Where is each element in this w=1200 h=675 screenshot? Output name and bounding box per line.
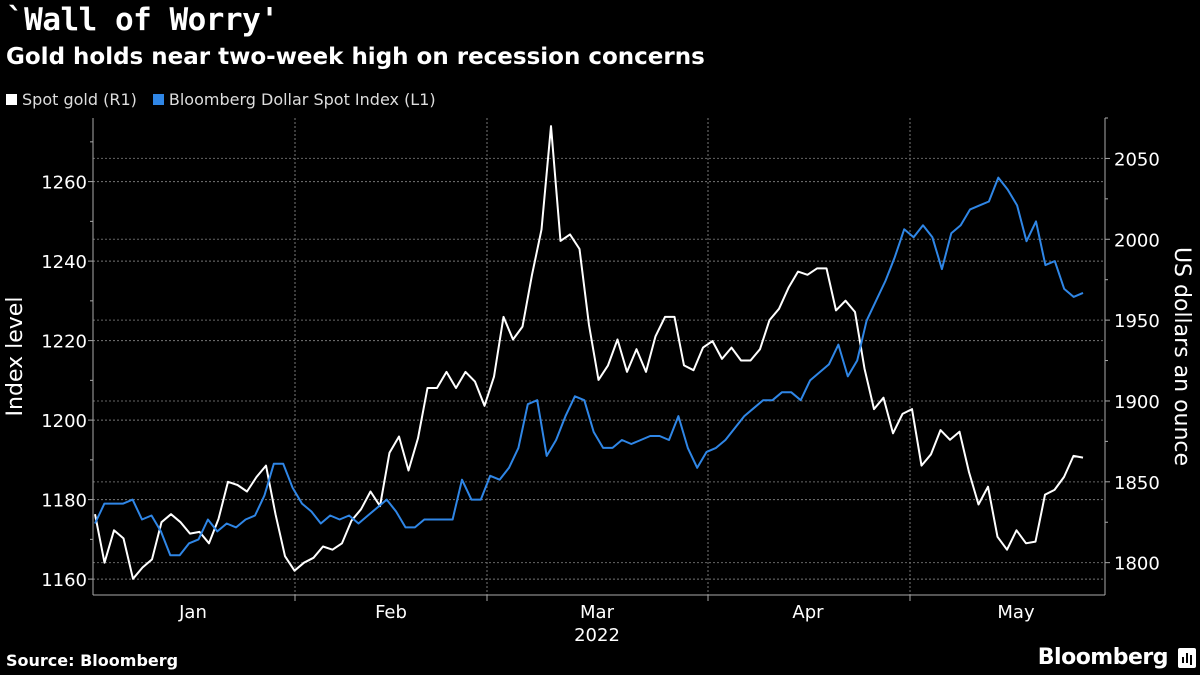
legend: Spot gold (R1) Bloomberg Dollar Spot Ind…: [6, 90, 436, 109]
y-tick-label-right: 1900: [1114, 392, 1160, 413]
y-tick-label-right: 2000: [1114, 230, 1160, 251]
legend-swatch-dollar: [152, 94, 164, 105]
y-tick-label-right: 1850: [1114, 473, 1160, 494]
brand-logo-text: Bloomberg: [1037, 645, 1169, 670]
x-tick-label: May: [997, 602, 1035, 623]
legend-label-dollar: Bloomberg Dollar Spot Index (L1): [168, 90, 436, 109]
y-axis-right-title: US dollars an ounce: [1169, 247, 1194, 466]
source-note: Source: Bloomberg: [6, 651, 179, 670]
chart-subtitle: Gold holds near two-week high on recessi…: [6, 44, 705, 70]
legend-item-gold: Spot gold (R1): [6, 90, 137, 109]
series-line-dollar-index: [94, 176, 1084, 557]
bloomberg-terminal-icon: [1178, 648, 1196, 668]
x-axis-year-label: 2022: [574, 625, 620, 646]
y-tick-label-left: 1220: [41, 332, 87, 353]
legend-label-gold: Spot gold (R1): [22, 90, 137, 109]
y-tick-label-left: 1180: [41, 491, 87, 512]
chart-title: `Wall of Worry': [6, 2, 279, 38]
y-tick-label-left: 1200: [41, 411, 87, 432]
y-tick-label-left: 1260: [41, 173, 87, 194]
series-line-spot-gold: [94, 125, 1084, 580]
y-tick-label-right: 1950: [1114, 311, 1160, 332]
x-tick-label: Feb: [375, 602, 407, 623]
y-tick-label-left: 1160: [41, 570, 87, 591]
legend-item-dollar: Bloomberg Dollar Spot Index (L1): [152, 90, 436, 109]
x-tick-label: Mar: [580, 602, 615, 623]
y-tick-label-right: 1800: [1114, 554, 1160, 575]
y-tick-label-right: 2050: [1114, 149, 1160, 170]
x-tick-label: Jan: [178, 602, 207, 623]
x-tick-label: Apr: [792, 602, 824, 623]
y-tick-label-left: 1240: [41, 252, 87, 273]
y-axis-left-title: Index level: [3, 297, 28, 417]
legend-swatch-gold: [6, 94, 17, 105]
